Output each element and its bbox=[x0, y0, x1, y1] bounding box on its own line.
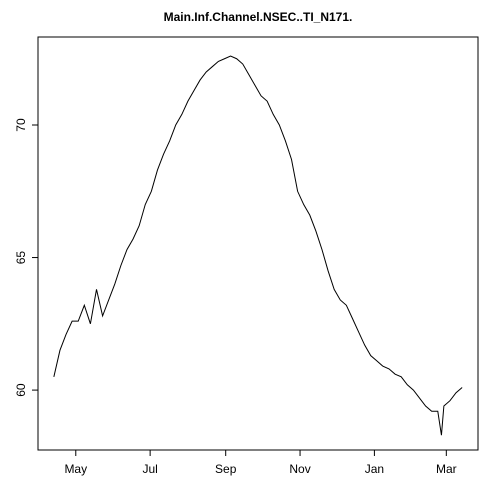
x-tick-label: May bbox=[64, 462, 87, 476]
plot-box bbox=[37, 36, 479, 451]
y-tick-label: 65 bbox=[14, 251, 28, 265]
data-line bbox=[53, 55, 463, 436]
y-tick-label: 70 bbox=[14, 118, 28, 132]
x-tick-label: Nov bbox=[289, 462, 310, 476]
x-tick-label: Jul bbox=[142, 462, 157, 476]
chart-title: Main.Inf.Channel.NSEC..TI_N171. bbox=[164, 10, 353, 24]
x-tick-label: Sep bbox=[215, 462, 237, 476]
y-tick-label: 60 bbox=[14, 383, 28, 397]
x-tick-label: Mar bbox=[436, 462, 457, 476]
x-tick-label: Jan bbox=[365, 462, 384, 476]
